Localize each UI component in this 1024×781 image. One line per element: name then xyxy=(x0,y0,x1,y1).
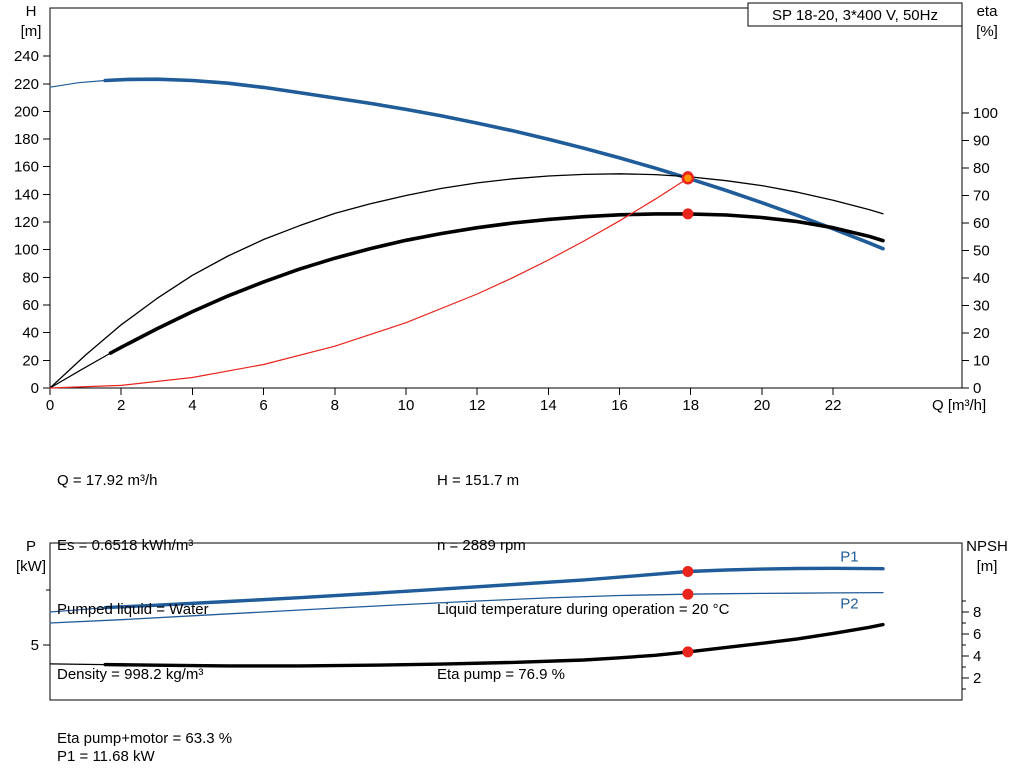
y-right-tick-label: 30 xyxy=(973,298,990,315)
readout-liquid-temp: Liquid temperature during operation = 20… xyxy=(437,601,730,618)
p2-curve xyxy=(49,591,884,624)
series-label-p2: P2 xyxy=(840,596,858,613)
y-right-tick-label: 2 xyxy=(973,670,981,687)
chart-title: SP 18-20, 3*400 V, 50Hz xyxy=(772,7,938,24)
eta-pump-motor-curve xyxy=(108,212,885,355)
x-tick-label: 4 xyxy=(188,397,196,414)
x-tick-label: 6 xyxy=(259,397,267,414)
readout-q: Q = 17.92 m³/h xyxy=(57,472,158,489)
readout-es: Es = 0.6518 kWh/m³ xyxy=(57,536,194,554)
x-tick-label: 0 xyxy=(46,397,54,414)
y-left-axis-label: P xyxy=(26,538,36,555)
y-left-tick-label: 5 xyxy=(31,637,39,654)
x-tick-label: 14 xyxy=(540,397,557,414)
y-right-tick-label: 100 xyxy=(973,105,998,122)
readout-p1: P1 = 11.68 kW xyxy=(57,748,155,765)
y-left-tick-label: 200 xyxy=(14,103,39,120)
y-left-tick-label: 80 xyxy=(22,269,39,286)
y-right-tick-label: 50 xyxy=(973,243,990,260)
y-right-tick-label: 4 xyxy=(973,648,981,665)
y-right-axis-label: NPSH xyxy=(966,538,1008,555)
y-right-tick-label: 6 xyxy=(973,626,981,643)
y-left-tick-label: 60 xyxy=(22,297,39,314)
y-right-tick-label: 8 xyxy=(973,604,981,621)
y-right-tick-label: 70 xyxy=(973,188,990,205)
x-tick-label: 2 xyxy=(117,397,125,414)
readout-eta-pump: Eta pump = 76.9 % xyxy=(437,665,565,683)
x-tick-label: 12 xyxy=(469,397,486,414)
x-tick-label: 16 xyxy=(611,397,628,414)
y-left-tick-label: 140 xyxy=(14,186,39,203)
y-left-axis-label: H xyxy=(26,3,37,20)
y-left-tick-label: 160 xyxy=(14,159,39,176)
y-right-axis-label: [m] xyxy=(977,558,998,575)
x-tick-label: 10 xyxy=(398,397,415,414)
y-left-tick-label: 40 xyxy=(22,325,39,342)
duty-line xyxy=(49,177,689,389)
h-curve-lead xyxy=(49,79,106,88)
readout-n: n = 2889 rpm xyxy=(437,536,526,554)
npsh-curve xyxy=(103,622,885,668)
h-curve xyxy=(103,77,885,251)
y-right-tick-label: 10 xyxy=(973,353,990,370)
duty-point-h xyxy=(681,171,695,185)
y-left-tick-label: 220 xyxy=(14,76,39,93)
y-right-tick-label: 90 xyxy=(973,133,990,150)
y-right-tick-label: 0 xyxy=(973,380,981,397)
readout-density: Density = 998.2 kg/m³ xyxy=(57,665,204,683)
y-right-tick-label: 20 xyxy=(973,325,990,342)
y-left-tick-label: 120 xyxy=(14,214,39,231)
eta-pump-curve xyxy=(49,173,884,389)
y-right-axis-label: eta xyxy=(977,3,999,20)
x-tick-label: 20 xyxy=(754,397,771,414)
y-left-tick-label: 0 xyxy=(31,380,39,397)
x-tick-label: 22 xyxy=(825,397,842,414)
p1-curve xyxy=(103,566,885,610)
y-left-tick-label: 100 xyxy=(14,242,39,259)
readout-eta-pump-motor: Eta pump+motor = 63.3 % xyxy=(57,730,233,747)
y-right-tick-label: 40 xyxy=(973,270,990,287)
y-left-tick-label: 20 xyxy=(22,352,39,369)
y-right-axis-label: [%] xyxy=(976,23,998,40)
x-tick-label: 8 xyxy=(331,397,339,414)
plot-frame xyxy=(49,542,963,701)
plot-frame xyxy=(49,7,963,389)
hq-eta-chart: 0204060801001201401601802002202400102030… xyxy=(14,2,999,414)
y-right-tick-label: 60 xyxy=(973,215,990,232)
y-left-tick-label: 240 xyxy=(14,48,39,65)
duty-point-p2 xyxy=(682,588,694,600)
duty-point-npsh xyxy=(682,646,694,658)
p1-lead xyxy=(49,606,106,613)
readout-h: H = 151.7 m xyxy=(437,472,520,489)
y-left-tick-label: 180 xyxy=(14,131,39,148)
readout-pumped-liquid: Pumped liquid = Water xyxy=(57,601,209,618)
series-label-p1: P1 xyxy=(840,548,858,565)
power-npsh-chart: 5 2 4 6 8 P [kW] NPSH [m] P1 P2 xyxy=(16,538,1008,701)
y-right-tick-label: 80 xyxy=(973,160,990,177)
npsh-lead xyxy=(49,663,106,666)
duty-point-eta-pump-motor xyxy=(682,208,694,220)
title-box xyxy=(747,2,963,27)
power-readout: P1 = 11.68 kW P2 = 9.612 kW NPSH = 4.37 … xyxy=(57,703,162,781)
x-axis-label: Q [m³/h] xyxy=(932,397,986,414)
x-tick-label: 18 xyxy=(682,397,699,414)
y-left-axis-label: [kW] xyxy=(16,558,46,575)
y-left-axis-label: [m] xyxy=(21,23,42,40)
duty-readout-right: H = 151.7 m n = 2889 rpm Liquid temperat… xyxy=(437,427,729,728)
duty-readout-left: Q = 17.92 m³/h Es = 0.6518 kWh/m³ Pumped… xyxy=(57,427,232,781)
duty-point-p1 xyxy=(682,566,694,577)
eta-pump-motor-lead xyxy=(49,352,112,389)
